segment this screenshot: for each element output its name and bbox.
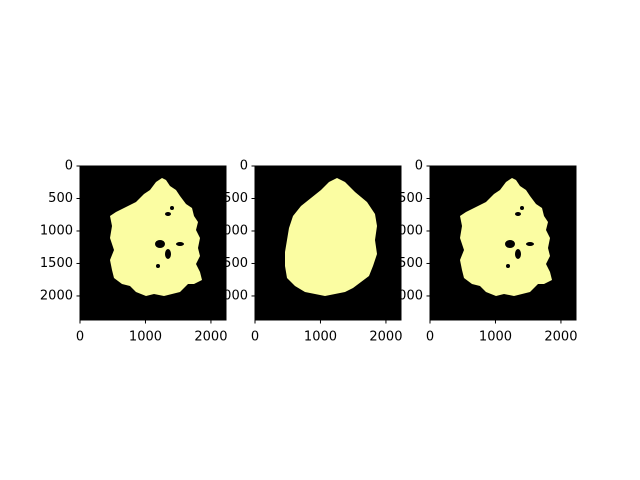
x-tick-label: 0 (251, 330, 259, 345)
x-tick-label: 2000 (544, 330, 577, 345)
mask-hole (165, 212, 171, 216)
mask-hole (505, 240, 515, 248)
x-tick-label: 1000 (304, 330, 337, 345)
y-tick-label: 0 (65, 159, 73, 174)
mask-hole (506, 264, 510, 268)
y-tick-label: 500 (223, 191, 248, 206)
mask-hole (515, 212, 521, 216)
mask-hole (515, 249, 521, 259)
axes-frame (79, 165, 227, 321)
mask-hole (170, 206, 174, 210)
y-tick-label: 1500 (40, 256, 73, 271)
mask-hole (156, 264, 160, 268)
y-tick-label: 2000 (40, 288, 73, 303)
mask-hole (520, 206, 524, 210)
x-tick-label: 0 (76, 330, 84, 345)
x-tick-label: 1000 (479, 330, 512, 345)
y-tick-label: 500 (398, 191, 423, 206)
mask-hole (155, 240, 165, 248)
x-tick-label: 0 (426, 330, 434, 345)
axes-frame (429, 165, 577, 321)
x-tick-label: 2000 (369, 330, 402, 345)
mask-hole (165, 249, 171, 259)
mask-hole (176, 242, 184, 246)
y-tick-label: 0 (240, 159, 248, 174)
y-tick-label: 0 (415, 159, 423, 174)
y-tick-label: 1000 (40, 223, 73, 238)
mask-hole (526, 242, 534, 246)
y-tick-label: 500 (48, 191, 73, 206)
x-tick-label: 2000 (194, 330, 227, 345)
x-tick-label: 1000 (129, 330, 162, 345)
axes: 0 500 1000 1500 2000 0 1000 2000 (40, 159, 228, 345)
axes-frame (254, 165, 402, 321)
